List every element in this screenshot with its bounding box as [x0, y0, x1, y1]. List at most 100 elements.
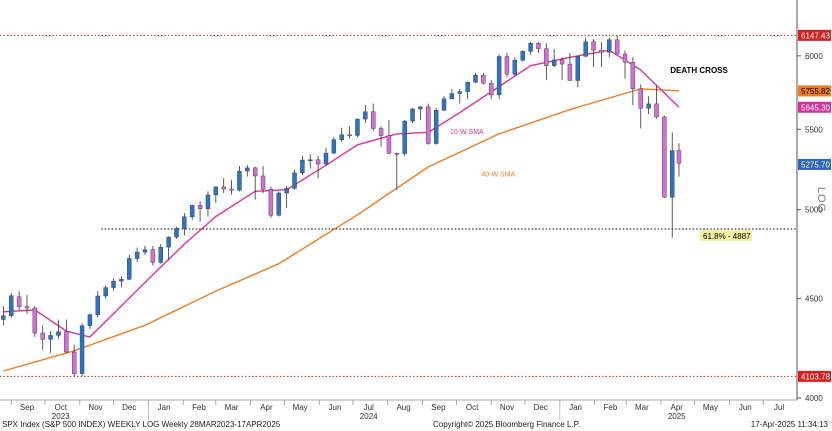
candle-body — [386, 135, 392, 154]
candle-body — [182, 216, 187, 229]
x-month-label: Oct — [466, 403, 479, 412]
x-month-label: Dec — [534, 403, 548, 412]
candle-body — [237, 170, 242, 191]
candle-body — [142, 249, 148, 253]
candle-body — [646, 103, 651, 109]
candle-body — [323, 152, 329, 165]
x-month-label: Nov — [500, 403, 514, 412]
candle-body — [292, 172, 297, 189]
y-axis-label: LOG — [815, 187, 827, 213]
x-month-label: Feb — [603, 403, 617, 412]
x-year-label: 2023 — [52, 412, 70, 421]
candle-body — [567, 63, 573, 81]
x-month-label: Mar — [635, 403, 649, 412]
candle-body — [205, 194, 211, 210]
x-month-label: Sep — [20, 403, 35, 412]
candle-body — [9, 295, 14, 316]
x-month-label: Jun — [329, 403, 342, 412]
candle-body — [378, 128, 384, 136]
candle-body — [119, 279, 124, 282]
candle-body — [150, 249, 156, 263]
y-tick-label: 4000 — [805, 394, 823, 403]
fib-label: 61.8% - 4887 — [703, 232, 751, 241]
price-tag — [798, 101, 831, 113]
candle-body — [654, 103, 659, 118]
candle-body — [544, 48, 549, 66]
annotation: DEATH CROSS — [670, 66, 728, 75]
candle-body — [300, 159, 305, 174]
candle-body — [71, 351, 77, 374]
candle-body — [111, 280, 116, 288]
candle-body — [56, 331, 61, 336]
y-tick-label: 5500 — [805, 125, 823, 134]
candle-body — [252, 167, 258, 177]
candle-body — [363, 111, 368, 120]
candle-body — [24, 306, 30, 309]
price-tag — [798, 29, 831, 41]
candle-body — [355, 118, 360, 136]
price-tag-label: 6147.43 — [801, 31, 830, 40]
candle-body — [229, 188, 234, 191]
candle-body — [213, 186, 219, 196]
candle-body — [221, 186, 226, 190]
x-month-label: Mar — [225, 403, 239, 412]
candle-body — [40, 332, 45, 340]
candle-body — [528, 43, 533, 52]
x-month-label: Oct — [54, 403, 67, 412]
x-month-label: Jul — [364, 403, 374, 412]
candle-body — [489, 83, 494, 96]
candle-body — [662, 116, 667, 198]
x-month-label: Sep — [431, 403, 446, 412]
candle-body — [79, 325, 85, 374]
price-tag-label: 5755.82 — [801, 87, 830, 96]
candle-body — [441, 98, 447, 111]
x-month-label: Dec — [122, 403, 136, 412]
candle-body — [276, 192, 281, 216]
candle-body — [496, 56, 502, 96]
candle-body — [339, 134, 344, 140]
footer-copyright: Copyright© 2025 Bloomberg Finance L.P. — [433, 420, 581, 429]
candle-body — [371, 111, 376, 129]
candle-body — [583, 41, 588, 57]
candle-body — [315, 159, 321, 165]
x-year-label: 2025 — [668, 412, 686, 421]
annotations: 61.8% - 4887 DEATH CROSS 10-W SMA 40-W SMA — [450, 66, 752, 241]
x-month-label: Apr — [260, 403, 273, 412]
candle-body — [158, 246, 163, 263]
moving-averages — [3, 49, 680, 372]
annotation: 10-W SMA — [450, 129, 484, 136]
candles — [1, 35, 682, 377]
axes: 4000 4500 5000 5500 6000 LOG 6147.43 5755.82 564… — [0, 0, 831, 421]
candle-body — [630, 61, 636, 90]
x-month-label: Aug — [396, 403, 410, 412]
x-month-label: Jul — [774, 403, 784, 412]
candle-body — [599, 49, 604, 53]
candle-body — [559, 59, 565, 65]
y-tick-label: 5000 — [805, 206, 823, 215]
candle-body — [394, 153, 400, 155]
y-tick-label: 6000 — [805, 52, 823, 61]
candle-body — [268, 188, 274, 216]
candle-body — [134, 251, 140, 259]
candle-body — [308, 159, 313, 161]
candle-body — [670, 150, 675, 198]
candle-body — [16, 296, 22, 307]
candle-body — [457, 91, 462, 94]
footer-timestamp: 17-Apr-2025 11:34:13 — [750, 420, 828, 429]
candle-body — [166, 236, 171, 248]
candle-body — [197, 205, 203, 210]
candle-body — [347, 134, 352, 137]
candle-body — [48, 335, 53, 340]
x-month-label: Nov — [88, 403, 102, 412]
candle-body — [622, 53, 628, 63]
price-tag — [798, 370, 831, 382]
candle-body — [449, 93, 455, 100]
footer-security-label: SPX Index (S&P 500 INDEX) WEEKLY LOG Wee… — [2, 420, 281, 429]
candle-body — [1, 315, 6, 320]
candle-body — [607, 39, 612, 53]
candle-body — [410, 108, 415, 122]
candle-body — [32, 307, 38, 334]
candle-body — [614, 39, 620, 55]
candle-body — [520, 51, 525, 61]
candle-body — [331, 139, 337, 154]
